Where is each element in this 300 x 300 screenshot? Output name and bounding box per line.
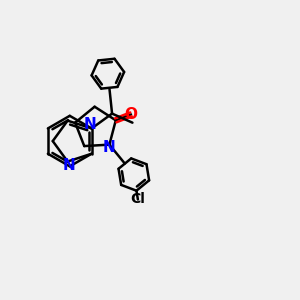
Text: N: N bbox=[63, 158, 76, 172]
Text: N: N bbox=[84, 117, 97, 132]
Text: Cl: Cl bbox=[130, 193, 145, 206]
Text: N: N bbox=[103, 140, 116, 155]
Text: O: O bbox=[124, 107, 137, 122]
